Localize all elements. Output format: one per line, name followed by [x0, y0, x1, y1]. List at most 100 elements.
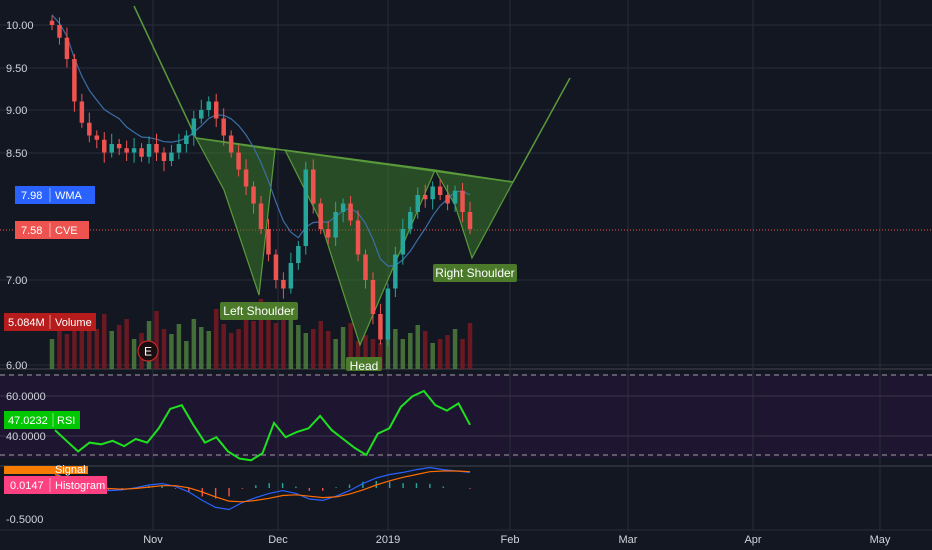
volume-bar: [251, 321, 256, 369]
earnings-marker[interactable]: E: [137, 340, 159, 362]
volume-bar: [363, 335, 368, 369]
cve-tag[interactable]: 7.58 CVE: [15, 221, 89, 239]
volume-bar: [94, 329, 100, 369]
candle-body: [460, 190, 465, 212]
candle-body: [221, 118, 226, 136]
svg-text:Signal: Signal: [55, 464, 86, 476]
candle-body: [139, 148, 144, 157]
volume-bar: [236, 329, 241, 369]
candle-body: [124, 148, 129, 153]
volume-bar: [72, 321, 77, 369]
histogram-tag[interactable]: 0.0147 Histogram: [4, 476, 107, 494]
svg-text:CVE: CVE: [55, 225, 78, 237]
svg-text:Head: Head: [350, 359, 379, 373]
volume-bar: [355, 341, 361, 369]
volume-bar: [430, 343, 435, 369]
volume-tag[interactable]: 5.084M Volume: [4, 313, 96, 331]
candle-body: [116, 144, 122, 149]
candle-body: [348, 203, 353, 221]
rsi-tick-60: 60.0000: [6, 391, 46, 403]
svg-text:Left Shoulder: Left Shoulder: [223, 304, 294, 318]
y-tick-7: 7.00: [6, 275, 27, 287]
macd-tick-neg05: -0.5000: [6, 514, 43, 526]
volume-bar: [296, 325, 301, 369]
volume-bar: [49, 339, 55, 369]
svg-text:Volume: Volume: [55, 317, 92, 329]
volume-bar: [87, 317, 92, 369]
candle-body: [437, 186, 443, 195]
candle-body: [340, 203, 346, 212]
candle-body: [251, 186, 256, 204]
neckline: [195, 137, 514, 183]
candle-body: [430, 186, 435, 200]
volume-bar: [64, 334, 70, 369]
wma-line: [51, 14, 471, 267]
candle-body: [378, 314, 383, 340]
candle-body: [393, 254, 398, 289]
volume-bar: [325, 331, 331, 369]
candle-body: [206, 101, 211, 110]
volume-bar: [422, 331, 428, 369]
candle-body: [273, 254, 279, 280]
candle-body: [176, 144, 182, 153]
wma-tag[interactable]: 7.98 WMA: [15, 186, 95, 204]
svg-text:5.084M: 5.084M: [8, 317, 45, 329]
candle-body: [228, 135, 234, 153]
candle-body: [72, 59, 77, 102]
svg-text:WMA: WMA: [55, 190, 83, 202]
candle-body: [400, 229, 406, 255]
signal-tag[interactable]: Signal: [4, 464, 88, 476]
candle-body: [79, 101, 85, 123]
candle-body: [213, 101, 219, 119]
volume-bar: [124, 319, 129, 369]
y-tick-10: 10.00: [6, 20, 34, 32]
x-tick-apr: Apr: [744, 534, 761, 546]
volume-bar: [385, 331, 391, 369]
volume-bar: [199, 327, 204, 369]
volume-bar: [273, 323, 279, 369]
candle-body: [385, 288, 391, 340]
candle-body: [296, 246, 301, 263]
volume-bar: [400, 339, 406, 369]
volume-bar: [370, 339, 376, 369]
candle-body: [236, 152, 241, 170]
candle-body: [355, 220, 361, 255]
label-head: Head: [346, 357, 382, 373]
candle-body: [191, 118, 197, 136]
candle-body: [303, 169, 309, 246]
candles: [49, 15, 473, 347]
volume-bar: [191, 319, 197, 369]
volume-bar: [57, 327, 62, 369]
volume-bar: [169, 334, 174, 369]
x-tick-dec: Dec: [268, 534, 288, 546]
volume-bar: [288, 319, 294, 369]
rsi-tag[interactable]: 47.0232 RSI: [4, 411, 80, 429]
svg-text:RSI: RSI: [57, 415, 75, 427]
candle-body: [94, 135, 100, 140]
candle-body: [199, 110, 204, 119]
candle-body: [415, 195, 420, 212]
volume-bar: [79, 331, 85, 369]
candle-body: [266, 229, 271, 255]
candle-body: [131, 148, 137, 153]
candle-body: [154, 144, 159, 153]
y-tick-6: 6.00: [6, 360, 27, 372]
volume-bar: [445, 335, 450, 369]
signal-line: [54, 470, 471, 503]
volume-bar: [348, 323, 353, 369]
volume-bar: [467, 323, 473, 369]
volume-bar: [318, 321, 323, 369]
x-tick-2019: 2019: [376, 534, 400, 546]
volume-bar: [154, 311, 159, 369]
volume-bar: [333, 339, 338, 369]
candle-body: [422, 195, 428, 200]
volume-bar: [109, 331, 114, 369]
volume-bar: [340, 327, 346, 369]
volume-bar: [116, 325, 122, 369]
candle-body: [370, 280, 376, 314]
candle-body: [184, 135, 189, 144]
candle-body: [288, 263, 294, 289]
svg-text:Histogram: Histogram: [55, 480, 105, 492]
volume-bar: [243, 317, 249, 369]
